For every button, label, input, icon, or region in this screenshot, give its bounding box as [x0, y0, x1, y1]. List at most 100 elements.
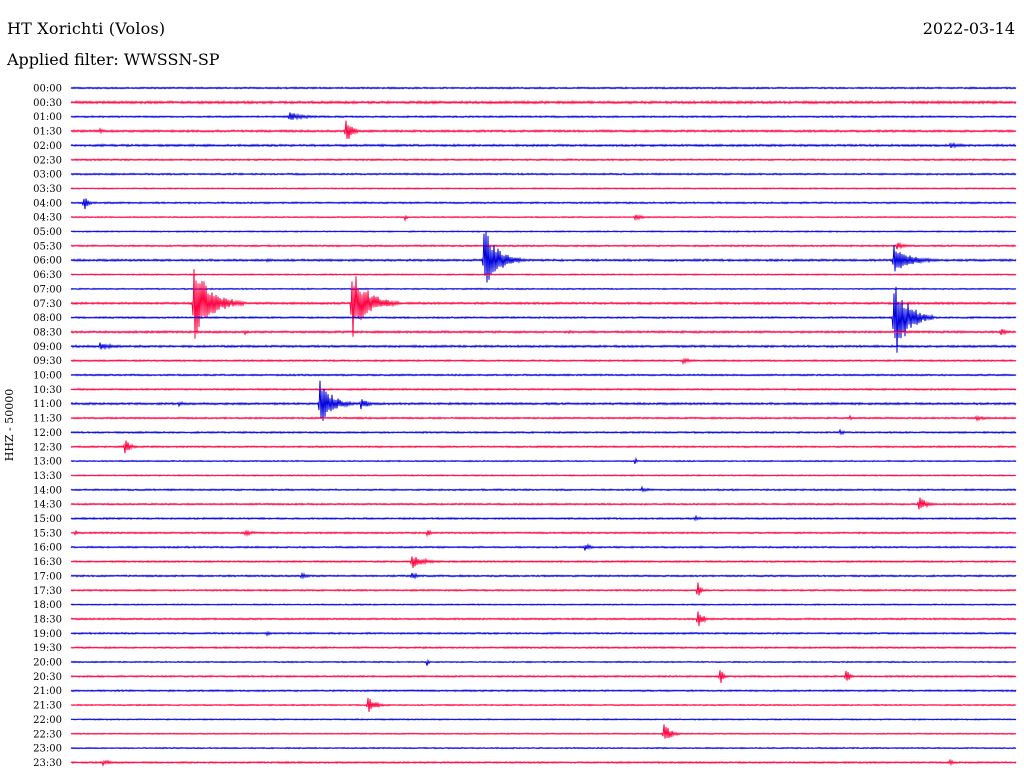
time-tick-label: 21:00 [33, 686, 62, 697]
trace-row-0800 [70, 286, 1017, 353]
time-tick-label: 05:30 [33, 241, 62, 252]
time-tick-label: 03:30 [33, 184, 62, 195]
trace-row-2000 [70, 658, 1017, 666]
time-tick-label: 23:30 [33, 758, 62, 769]
time-tick-label: 08:30 [33, 327, 62, 338]
time-tick-label: 23:00 [33, 744, 62, 755]
trace-row-1030 [70, 387, 1017, 392]
time-tick-label: 09:00 [33, 342, 62, 353]
time-tick-label: 22:30 [33, 729, 62, 740]
time-tick-label: 20:00 [33, 658, 62, 669]
trace-row-2330 [70, 758, 1017, 767]
trace-row-0400 [70, 198, 1017, 210]
trace-row-1730 [70, 582, 1017, 596]
time-tick-label: 06:30 [33, 270, 62, 281]
time-tick-label: 12:00 [33, 428, 62, 439]
time-tick-label: 08:00 [33, 313, 62, 324]
trace-row-0300 [70, 172, 1017, 176]
trace-row-1530 [70, 529, 1017, 538]
trace-row-1330 [70, 474, 1017, 477]
trace-row-2100 [70, 689, 1017, 693]
trace-row-0830 [70, 328, 1017, 336]
time-tick-label: 06:00 [33, 256, 62, 267]
trace-row-0230 [70, 158, 1017, 162]
time-tick-label: 03:00 [33, 170, 62, 181]
date-label: 2022-03-14 [922, 19, 1015, 38]
time-tick-label: 20:30 [33, 672, 62, 683]
trace-row-0000 [70, 86, 1017, 90]
trace-row-0600 [70, 232, 1017, 283]
trace-row-1930 [70, 645, 1017, 650]
time-tick-label: 07:30 [33, 299, 62, 310]
trace-row-1400 [70, 485, 1017, 493]
time-tick-label: 16:30 [33, 557, 62, 568]
trace-row-0630 [70, 273, 1017, 276]
time-tick-label: 13:00 [33, 457, 62, 468]
time-tick-label: 18:30 [33, 614, 62, 625]
trace-row-2230 [70, 724, 1017, 739]
filter-label: Applied filter: WWSSN-SP [7, 50, 220, 69]
time-tick-label: 04:00 [33, 198, 62, 209]
trace-row-0100 [70, 112, 1017, 121]
time-tick-label: 18:00 [33, 600, 62, 611]
trace-row-1130 [70, 414, 1017, 423]
trace-row-1830 [70, 611, 1017, 627]
trace-row-0200 [70, 141, 1017, 149]
trace-row-1100 [70, 380, 1017, 421]
time-tick-label: 10:00 [33, 371, 62, 382]
trace-row-1200 [70, 428, 1017, 436]
time-tick-label: 11:00 [33, 399, 62, 410]
trace-row-0930 [70, 357, 1017, 366]
time-tick-label: 15:00 [33, 514, 62, 525]
time-tick-label: 21:30 [33, 701, 62, 712]
trace-row-1700 [70, 571, 1017, 580]
station-title: HT Xorichti (Volos) [7, 19, 166, 38]
trace-row-0730 [70, 269, 1017, 339]
trace-row-1430 [70, 497, 1017, 510]
trace-row-2300 [70, 746, 1017, 750]
trace-row-1600 [70, 542, 1017, 551]
time-tick-label: 14:30 [33, 500, 62, 511]
seismic-traces [70, 86, 1017, 767]
time-tick-label: 02:30 [33, 155, 62, 166]
time-tick-label: 15:30 [33, 528, 62, 539]
time-tick-label: 02:00 [33, 141, 62, 152]
trace-row-1000 [70, 373, 1017, 377]
time-tick-label: 16:00 [33, 543, 62, 554]
trace-row-1900 [70, 630, 1017, 637]
trace-row-2200 [70, 718, 1017, 721]
time-tick-label: 19:00 [33, 629, 62, 640]
time-tick-label: 14:00 [33, 485, 62, 496]
trace-row-0500 [70, 230, 1017, 233]
time-tick-label: 22:00 [33, 715, 62, 726]
time-tick-label: 13:30 [33, 471, 62, 482]
time-tick-label: 10:30 [33, 385, 62, 396]
trace-row-2030 [70, 670, 1017, 684]
time-tick-label: 11:30 [33, 414, 62, 425]
time-tick-label: 00:00 [33, 84, 62, 95]
trace-row-0030 [70, 99, 1017, 105]
trace-row-1300 [70, 457, 1017, 464]
trace-row-1500 [70, 514, 1017, 522]
trace-row-0130 [70, 120, 1017, 139]
trace-row-1800 [70, 603, 1017, 606]
time-tick-label: 07:00 [33, 284, 62, 295]
trace-row-2130 [70, 697, 1017, 712]
time-tick-label: 05:00 [33, 227, 62, 238]
trace-row-0900 [70, 342, 1017, 351]
time-tick-label: 12:30 [33, 442, 62, 453]
time-tick-label: 17:00 [33, 571, 62, 582]
trace-row-1630 [70, 556, 1017, 569]
time-tick-labels: 00:00 00:30 01:00 01:30 02:00 02:30 03:00 03:30… [33, 84, 62, 769]
time-tick-label: 17:30 [33, 586, 62, 597]
time-tick-label: 04:30 [33, 213, 62, 224]
trace-row-0700 [70, 287, 1017, 291]
time-tick-label: 01:30 [33, 127, 62, 138]
trace-row-0330 [70, 187, 1017, 190]
trace-row-1230 [70, 440, 1017, 454]
trace-row-0430 [70, 214, 1017, 222]
trace-row-0530 [70, 241, 1017, 250]
time-tick-label: 00:30 [33, 98, 62, 109]
time-tick-label: 19:30 [33, 643, 62, 654]
